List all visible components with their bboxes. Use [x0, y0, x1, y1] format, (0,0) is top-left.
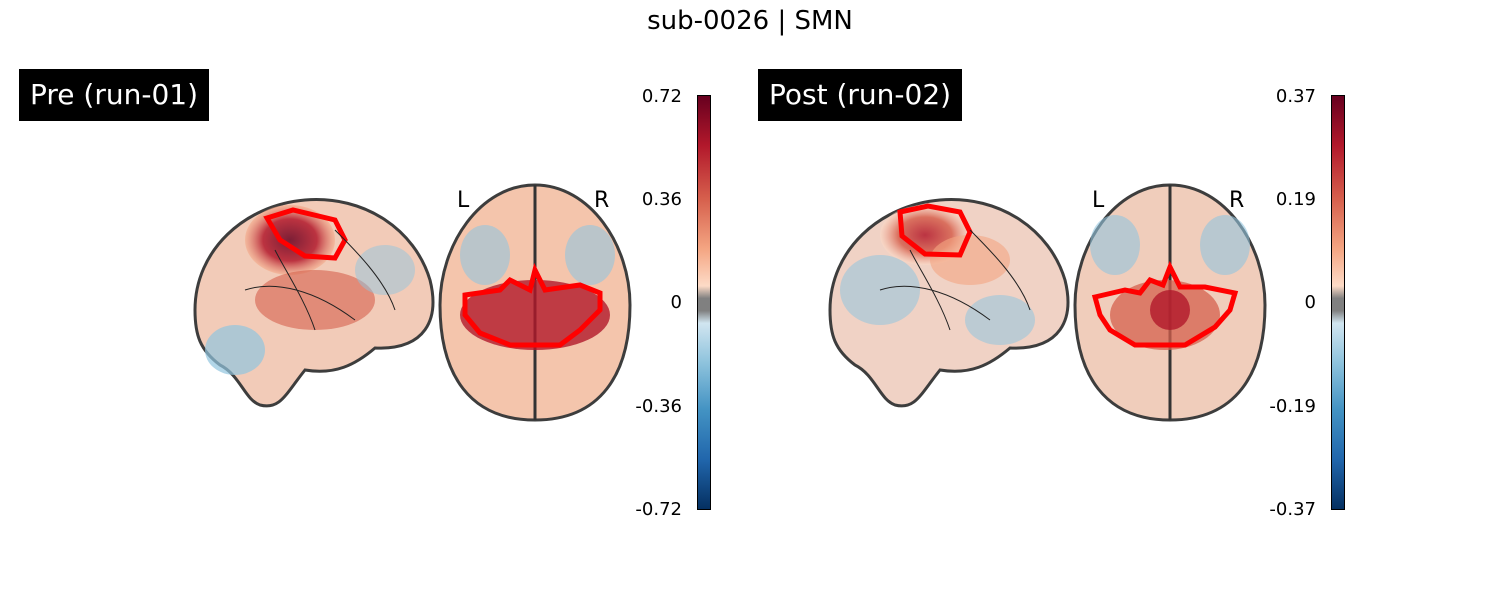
pre-panel: Pre (run-01) L R 0.72 0.36 [19, 69, 711, 520]
figure-title: sub-0026 | SMN [647, 6, 853, 36]
pre-colorbar-tick-mid-high: 0.36 [641, 189, 682, 210]
pre-sagittal-view [193, 198, 435, 408]
post-colorbar-tick-min: -0.37 [1269, 499, 1316, 520]
pre-colorbar-tick-mid-low: -0.36 [635, 396, 682, 417]
pre-colorbar [697, 95, 711, 510]
pre-colorbar-tick-max: 0.72 [641, 86, 682, 107]
post-colorbar-tick-zero: 0 [1304, 292, 1316, 313]
pre-right-marker: R [594, 188, 610, 213]
pre-left-marker: L [457, 188, 470, 213]
pre-axial-view [438, 183, 632, 422]
post-colorbar [1331, 95, 1345, 510]
post-right-marker: R [1229, 188, 1245, 213]
post-panel-label: Post (run-02) [758, 69, 963, 121]
post-left-marker: L [1092, 188, 1105, 213]
post-sagittal-view [828, 198, 1070, 408]
pre-panel-label: Pre (run-01) [19, 69, 209, 121]
post-axial-view [1073, 183, 1267, 422]
pre-glass-brain [193, 183, 632, 422]
post-colorbar-tick-mid-low: -0.19 [1269, 396, 1316, 417]
post-colorbar-tick-max: 0.37 [1275, 86, 1316, 107]
pre-colorbar-tick-zero: 0 [670, 292, 682, 313]
post-glass-brain [828, 183, 1267, 422]
pre-colorbar-tick-min: -0.72 [635, 499, 682, 520]
post-colorbar-tick-mid-high: 0.19 [1275, 189, 1316, 210]
post-panel: Post (run-02) L R 0.37 0.19 [738, 0, 1488, 600]
